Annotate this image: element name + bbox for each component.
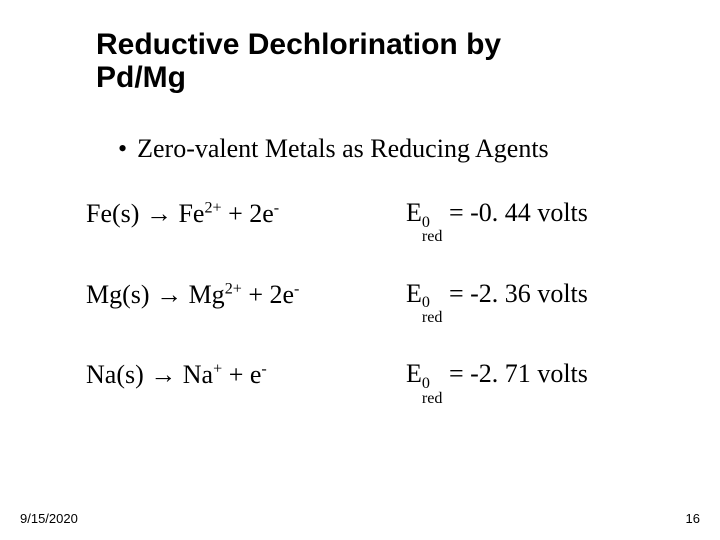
potential-value: -2. 36: [470, 279, 531, 308]
bullet-icon: •: [118, 134, 127, 164]
electron-sup: -: [261, 361, 266, 378]
reaction-row: Fe(s) → Fe2+ + 2e- E0red = -0. 44 volts: [86, 198, 660, 245]
reaction-rhs: E0red = -2. 36 volts: [406, 279, 588, 326]
potential-unit: volts: [537, 198, 588, 227]
arrow-icon: →: [156, 279, 182, 309]
title-line-2: Pd/Mg: [96, 61, 186, 94]
e0-supsub: 0red: [422, 216, 443, 245]
product-base: Fe: [178, 199, 204, 228]
potential-value: -0. 44: [470, 198, 531, 227]
equals: =: [449, 279, 470, 308]
product-base: Na: [183, 360, 213, 389]
equals: =: [449, 359, 470, 388]
product-charge: 2+: [204, 199, 221, 216]
footer: 9/15/2020 16: [20, 511, 700, 526]
arrow-icon: →: [146, 198, 172, 228]
equals: =: [449, 198, 470, 227]
plus: +: [228, 199, 249, 228]
plus: +: [248, 280, 269, 309]
e0-sub: red: [422, 230, 443, 245]
e0-base: E: [406, 359, 422, 388]
e0-sub: red: [422, 311, 443, 326]
e0-supsub: 0red: [422, 296, 443, 325]
reaction-rhs: E0red = -0. 44 volts: [406, 198, 588, 245]
electron-sup: -: [294, 280, 299, 297]
electron-sup: -: [274, 199, 279, 216]
e0-sub: red: [422, 392, 443, 407]
slide-title: Reductive Dechlorination by Pd/Mg: [96, 28, 660, 94]
arrow-icon: →: [150, 359, 176, 389]
title-line-1: Reductive Dechlorination by: [96, 28, 501, 61]
footer-page: 16: [686, 511, 700, 526]
reactant: Fe(s): [86, 199, 139, 228]
electron-coeff: 2: [249, 199, 262, 228]
electron-coeff: 2: [270, 280, 283, 309]
electron-base: e: [250, 360, 262, 389]
reaction-lhs: Na(s) → Na+ + e-: [86, 359, 406, 406]
potential-unit: volts: [537, 359, 588, 388]
reaction-row: Mg(s) → Mg2+ + 2e- E0red = -2. 36 volts: [86, 279, 660, 326]
plus: +: [229, 360, 250, 389]
subtitle-text: Zero-valent Metals as Reducing Agents: [137, 134, 549, 164]
electron-base: e: [283, 280, 295, 309]
product-base: Mg: [189, 280, 225, 309]
reactant: Mg(s): [86, 280, 150, 309]
reaction-lhs: Fe(s) → Fe2+ + 2e-: [86, 198, 406, 245]
footer-date: 9/15/2020: [20, 511, 78, 526]
slide: Reductive Dechlorination by Pd/Mg • Zero…: [0, 0, 720, 540]
potential-value: -2. 71: [470, 359, 531, 388]
product-charge: +: [213, 361, 222, 378]
e0-base: E: [406, 279, 422, 308]
reaction-row: Na(s) → Na+ + e- E0red = -2. 71 volts: [86, 359, 660, 406]
reactant: Na(s): [86, 360, 144, 389]
e0-supsub: 0red: [422, 377, 443, 406]
reaction-list: Fe(s) → Fe2+ + 2e- E0red = -0. 44 volts …: [86, 198, 660, 406]
reaction-lhs: Mg(s) → Mg2+ + 2e-: [86, 279, 406, 326]
reaction-rhs: E0red = -2. 71 volts: [406, 359, 588, 406]
product-charge: 2+: [225, 280, 242, 297]
potential-unit: volts: [537, 279, 588, 308]
e0-base: E: [406, 198, 422, 227]
subtitle: • Zero-valent Metals as Reducing Agents: [118, 134, 660, 164]
electron-base: e: [262, 199, 274, 228]
